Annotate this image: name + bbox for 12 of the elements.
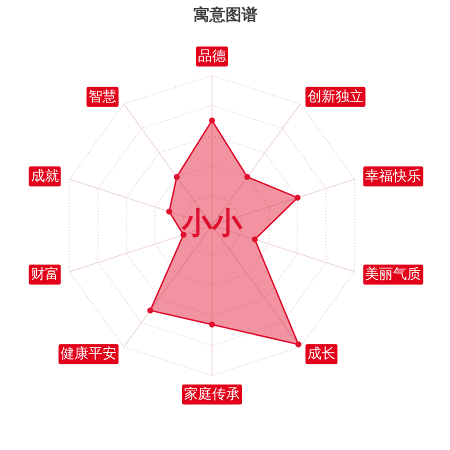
- spoke-label: 财富: [30, 266, 59, 283]
- spoke-label: 成长: [307, 346, 336, 362]
- spoke-label: 创新独立: [307, 88, 364, 105]
- text: 小小: [181, 206, 243, 241]
- chart-title: 寓意图谱: [194, 5, 258, 24]
- spoke-label: 健康平安: [60, 346, 117, 362]
- spoke-label: 智慧: [88, 88, 117, 105]
- spoke-label: 幸福快乐: [365, 168, 422, 184]
- spoke-label: 美丽气质: [365, 266, 422, 283]
- spoke-label: 家庭传承: [184, 386, 240, 402]
- spoke-label: 品德: [198, 48, 226, 64]
- spoke-label: 成就: [30, 168, 59, 184]
